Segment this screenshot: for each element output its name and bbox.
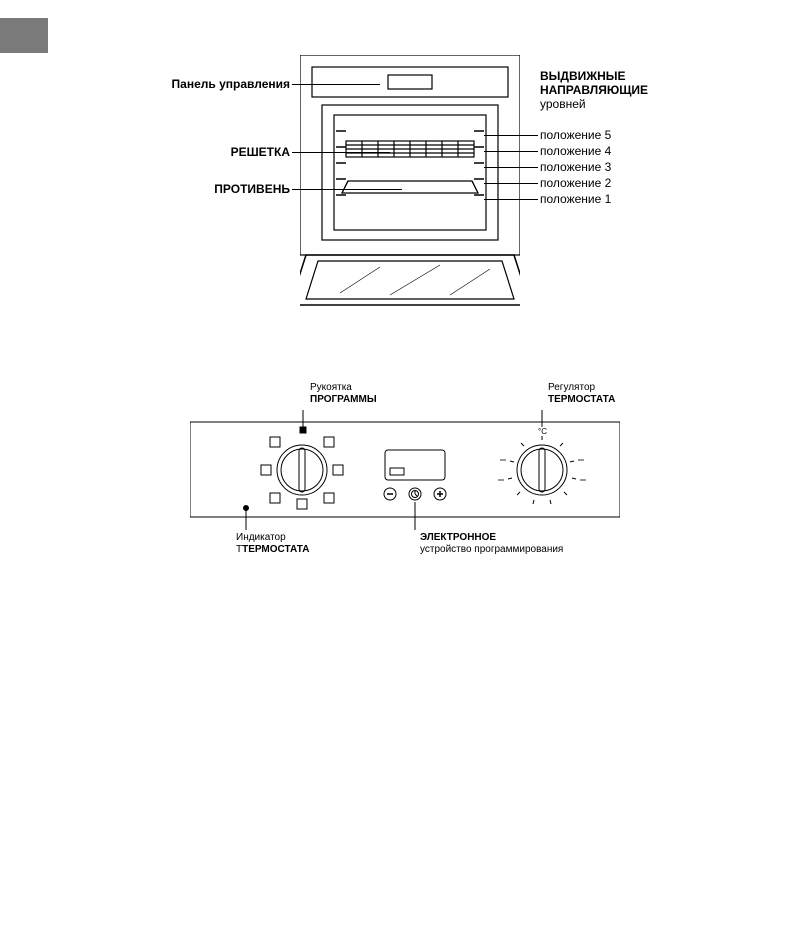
control-panel-diagram: Рукоятка ПРОГРАММЫ Регулятор ТЕРМОСТАТА … [190, 382, 620, 562]
label-tray: ПРОТИВЕНЬ [0, 182, 290, 196]
label-pos-1: положение 1 [540, 192, 611, 206]
oven-svg [300, 55, 520, 315]
label-thermostat-knob: Регулятор ТЕРМОСТАТА [548, 382, 615, 406]
label-electronic: ЭЛЕКТРОННОЕ устройство программирования [420, 532, 563, 556]
label-guides-line1: ВЫДВИЖНЫЕ [540, 69, 626, 83]
label-guides-line3: уровней [540, 97, 586, 111]
label-pos-3: положение 3 [540, 160, 611, 174]
oven-diagram: Панель управления РЕШЕТКА ПРОТИВЕНЬ ВЫДВ… [0, 55, 793, 345]
label-rack: РЕШЕТКА [0, 145, 290, 159]
page-corner-block [0, 18, 48, 53]
label-guides-line2: НАПРАВЛЯЮЩИЕ [540, 83, 648, 97]
svg-text:°C: °C [538, 427, 547, 436]
label-pos-5: положение 5 [540, 128, 611, 142]
label-control-panel: Панель управления [0, 77, 290, 91]
label-indicator: Индикатор ТТЕРМОСТАТА [236, 532, 309, 556]
label-program-knob: Рукоятка ПРОГРАММЫ [310, 382, 377, 406]
label-pos-2: положение 2 [540, 176, 611, 190]
label-pos-4: положение 4 [540, 144, 611, 158]
